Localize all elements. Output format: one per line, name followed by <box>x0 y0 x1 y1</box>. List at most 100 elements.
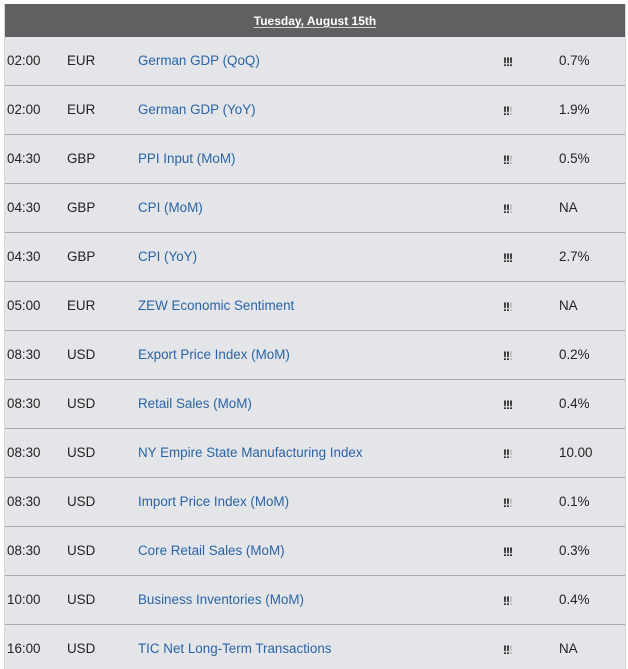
importance-icon: !!! <box>503 446 513 461</box>
date-header-label[interactable]: Tuesday, August 15th <box>253 14 377 28</box>
importance-icon: !!! <box>503 103 513 118</box>
event-forecast: 0.4% <box>559 396 590 411</box>
exclamation-mark-icon: ! <box>503 545 507 559</box>
event-row: 08:30 USD NY Empire State Manufacturing … <box>5 429 625 478</box>
event-currency: USD <box>67 543 96 558</box>
economic-calendar: Tuesday, August 15th 02:00 EUR German GD… <box>4 4 626 669</box>
exclamation-mark-icon: ! <box>503 300 507 314</box>
event-time: 10:00 <box>7 592 41 607</box>
event-name-link[interactable]: NY Empire State Manufacturing Index <box>138 445 363 460</box>
event-time: 08:30 <box>7 396 41 411</box>
exclamation-mark-icon: ! <box>503 496 507 510</box>
exclamation-mark-icon: ! <box>506 643 510 657</box>
event-row: 04:30 GBP CPI (MoM) !!! NA <box>5 184 625 233</box>
importance-icon: !!! <box>503 495 513 510</box>
event-time: 05:00 <box>7 298 41 313</box>
event-row: 05:00 EUR ZEW Economic Sentiment !!! NA <box>5 282 625 331</box>
event-currency: GBP <box>67 151 96 166</box>
event-name-link[interactable]: CPI (MoM) <box>138 200 203 215</box>
event-forecast: 0.7% <box>559 53 590 68</box>
event-currency: EUR <box>67 53 96 68</box>
event-name-link[interactable]: PPI Input (MoM) <box>138 151 236 166</box>
event-time: 08:30 <box>7 494 41 509</box>
exclamation-mark-icon: ! <box>509 643 513 657</box>
exclamation-mark-icon: ! <box>503 202 507 216</box>
exclamation-mark-icon: ! <box>509 202 513 216</box>
event-forecast: 0.5% <box>559 151 590 166</box>
event-forecast: 2.7% <box>559 249 590 264</box>
event-name-link[interactable]: German GDP (QoQ) <box>138 53 260 68</box>
event-currency: EUR <box>67 298 96 313</box>
event-row: 10:00 USD Business Inventories (MoM) !!!… <box>5 576 625 625</box>
importance-icon: !!! <box>503 54 513 69</box>
importance-icon: !!! <box>503 642 513 657</box>
event-name-link[interactable]: ZEW Economic Sentiment <box>138 298 295 313</box>
event-forecast: 0.4% <box>559 592 590 607</box>
event-row: 02:00 EUR German GDP (YoY) !!! 1.9% <box>5 86 625 135</box>
event-forecast: NA <box>559 641 578 656</box>
exclamation-mark-icon: ! <box>506 55 510 69</box>
event-currency: USD <box>67 494 96 509</box>
event-forecast: 10.00 <box>559 445 593 460</box>
event-time: 08:30 <box>7 445 41 460</box>
event-name-link[interactable]: Import Price Index (MoM) <box>138 494 290 509</box>
event-currency: USD <box>67 641 96 656</box>
event-name-link[interactable]: Retail Sales (MoM) <box>138 396 252 411</box>
event-name-link[interactable]: CPI (YoY) <box>138 249 198 264</box>
exclamation-mark-icon: ! <box>503 104 507 118</box>
exclamation-mark-icon: ! <box>506 496 510 510</box>
importance-icon: !!! <box>503 299 513 314</box>
exclamation-mark-icon: ! <box>503 251 507 265</box>
event-time: 04:30 <box>7 249 41 264</box>
event-row: 02:00 EUR German GDP (QoQ) !!! 0.7% <box>5 37 625 86</box>
event-row: 08:30 USD Export Price Index (MoM) !!! 0… <box>5 331 625 380</box>
event-forecast: 0.2% <box>559 347 590 362</box>
importance-icon: !!! <box>503 250 513 265</box>
importance-icon: !!! <box>503 544 513 559</box>
exclamation-mark-icon: ! <box>506 447 510 461</box>
exclamation-mark-icon: ! <box>506 251 510 265</box>
event-name-link[interactable]: Core Retail Sales (MoM) <box>138 543 285 558</box>
event-name-link[interactable]: German GDP (YoY) <box>138 102 256 117</box>
event-row: 08:30 USD Retail Sales (MoM) !!! 0.4% <box>5 380 625 429</box>
event-currency: USD <box>67 592 96 607</box>
date-header: Tuesday, August 15th <box>5 4 625 37</box>
event-time: 02:00 <box>7 102 41 117</box>
exclamation-mark-icon: ! <box>503 55 507 69</box>
exclamation-mark-icon: ! <box>509 153 513 167</box>
event-currency: GBP <box>67 200 96 215</box>
exclamation-mark-icon: ! <box>509 545 513 559</box>
importance-icon: !!! <box>503 152 513 167</box>
event-name-link[interactable]: Export Price Index (MoM) <box>138 347 290 362</box>
event-time: 16:00 <box>7 641 41 656</box>
exclamation-mark-icon: ! <box>506 349 510 363</box>
event-row: 08:30 USD Import Price Index (MoM) !!! 0… <box>5 478 625 527</box>
exclamation-mark-icon: ! <box>503 447 507 461</box>
exclamation-mark-icon: ! <box>509 55 513 69</box>
exclamation-mark-icon: ! <box>503 398 507 412</box>
event-time: 04:30 <box>7 151 41 166</box>
exclamation-mark-icon: ! <box>506 594 510 608</box>
exclamation-mark-icon: ! <box>503 349 507 363</box>
importance-icon: !!! <box>503 397 513 412</box>
importance-icon: !!! <box>503 201 513 216</box>
event-currency: EUR <box>67 102 96 117</box>
event-row: 08:30 USD Core Retail Sales (MoM) !!! 0.… <box>5 527 625 576</box>
event-forecast: NA <box>559 200 578 215</box>
exclamation-mark-icon: ! <box>509 447 513 461</box>
event-currency: USD <box>67 347 96 362</box>
event-currency: USD <box>67 445 96 460</box>
exclamation-mark-icon: ! <box>509 104 513 118</box>
event-name-link[interactable]: TIC Net Long-Term Transactions <box>138 641 332 656</box>
event-time: 02:00 <box>7 53 41 68</box>
event-currency: GBP <box>67 249 96 264</box>
exclamation-mark-icon: ! <box>509 496 513 510</box>
event-list: 02:00 EUR German GDP (QoQ) !!! 0.7% 02:0… <box>5 37 625 669</box>
event-forecast: 0.3% <box>559 543 590 558</box>
importance-icon: !!! <box>503 593 513 608</box>
event-row: 16:00 USD TIC Net Long-Term Transactions… <box>5 625 625 669</box>
event-name-link[interactable]: Business Inventories (MoM) <box>138 592 304 607</box>
exclamation-mark-icon: ! <box>503 643 507 657</box>
exclamation-mark-icon: ! <box>509 349 513 363</box>
event-time: 08:30 <box>7 347 41 362</box>
